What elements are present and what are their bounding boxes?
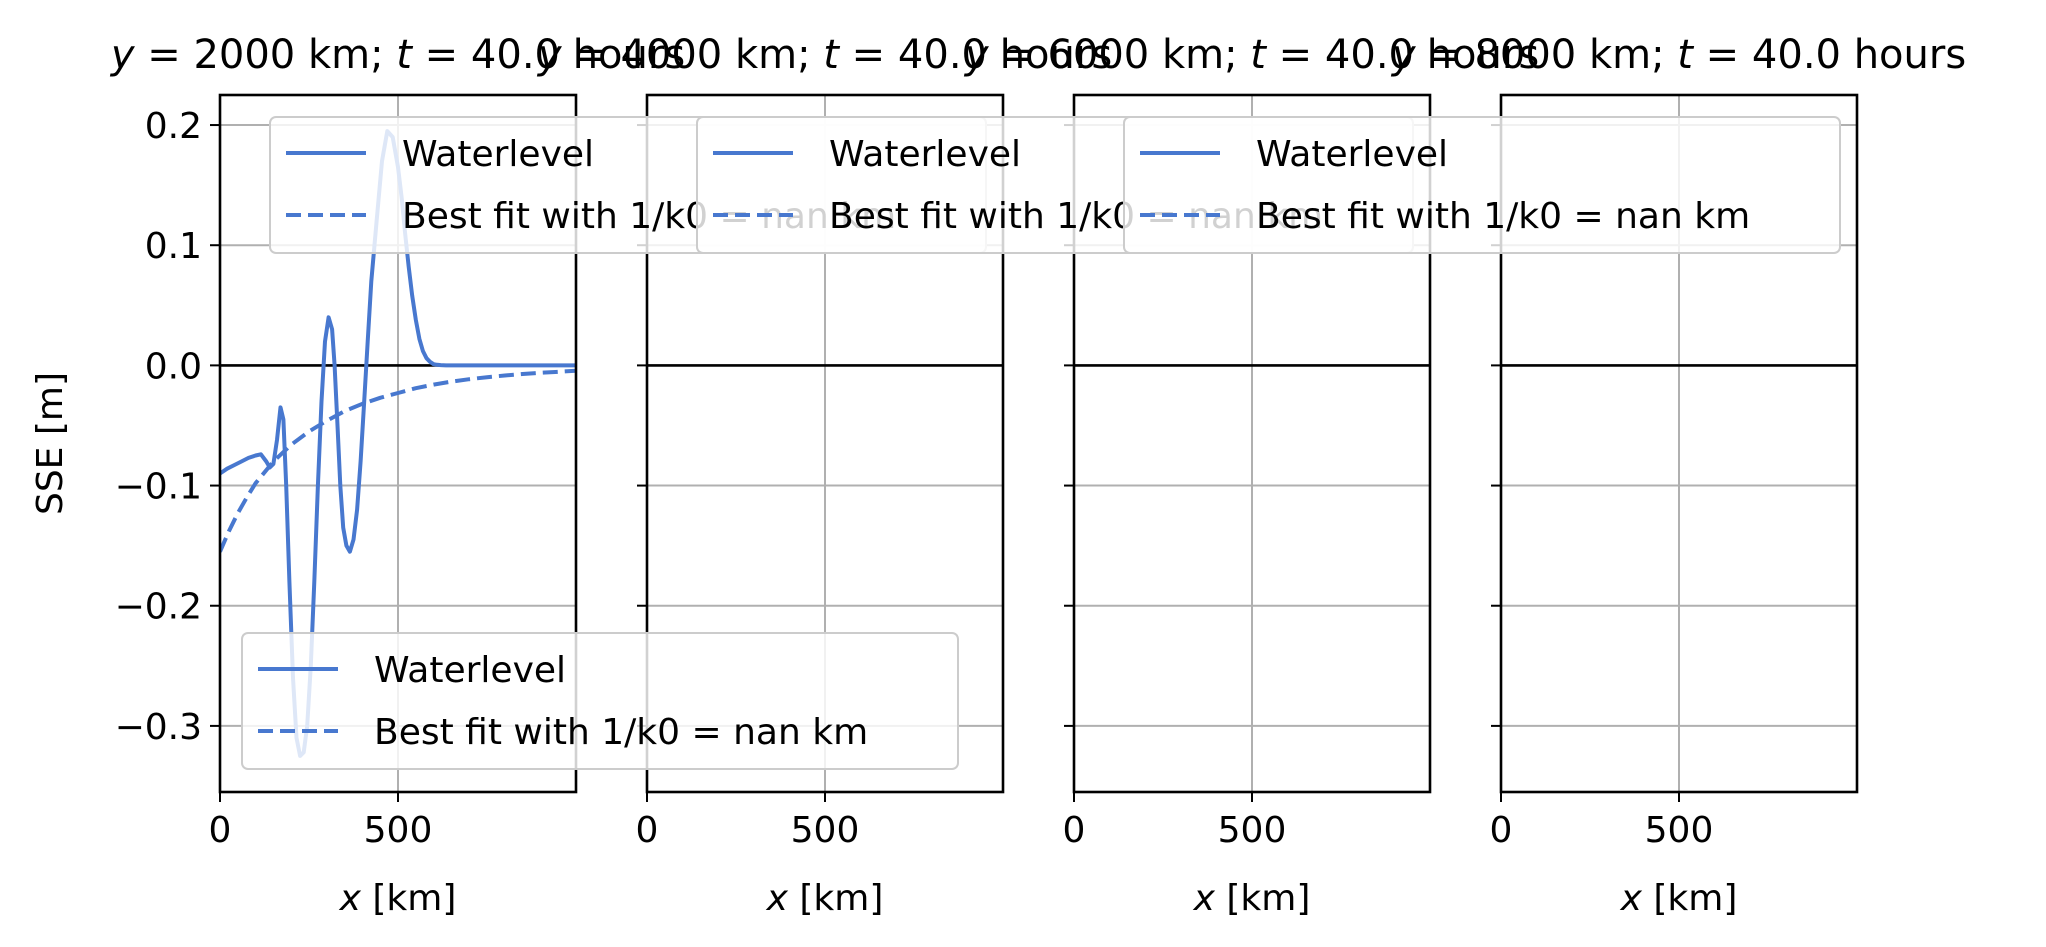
legend-label-part: km xyxy=(801,712,868,753)
x-axis-label: x [km] xyxy=(1193,878,1311,919)
y-tick-label: 0.2 xyxy=(145,106,202,147)
x-axis-label: x [km] xyxy=(1620,878,1738,919)
legend-label-part: nan xyxy=(733,712,801,753)
legend-box xyxy=(1123,116,1841,254)
x-axis-label-part: x xyxy=(1193,878,1216,919)
chart-title-part: t xyxy=(1250,32,1267,78)
x-tick-label: 500 xyxy=(1645,810,1714,851)
y-tick-label: 0.0 xyxy=(145,346,202,387)
chart-title-part: t xyxy=(1677,32,1694,78)
x-tick-label: 0 xyxy=(209,810,232,851)
series-line-waterlevel xyxy=(220,129,576,758)
chart-title-part: t xyxy=(823,32,840,78)
series-line-best-fit xyxy=(220,368,576,553)
x-axis-label-part: [km] xyxy=(788,878,883,919)
chart-title: y = 2000 km; t = 40.0 hours xyxy=(110,32,685,78)
y-tick-label: 0.1 xyxy=(145,226,202,267)
chart-title: y = 8000 km; t = 40.0 hours xyxy=(1391,32,1966,78)
y-tick-label: −0.2 xyxy=(115,587,202,628)
legend-label-part: 0 = xyxy=(1539,196,1615,237)
chart-title-part: y xyxy=(537,32,563,78)
x-tick-label: 0 xyxy=(1063,810,1086,851)
chart-title-part: = 8000 km; xyxy=(1416,32,1678,78)
legend-label: Waterlevel xyxy=(829,134,1021,175)
chart-title-part: = 40.0 hours xyxy=(1693,32,1966,78)
legend-label: Waterlevel xyxy=(402,134,594,175)
y-axis-label: SSE [m] xyxy=(30,372,71,515)
x-tick-label: 0 xyxy=(636,810,659,851)
x-tick-label: 500 xyxy=(1218,810,1287,851)
y-tick-label: −0.3 xyxy=(115,707,202,748)
chart-title-part: y xyxy=(1391,32,1417,78)
legend-label: Best fit with 1/k0 = nan km xyxy=(374,712,868,753)
legend-box xyxy=(241,632,959,770)
legend-lower-right: Waterlevel Best fit with 1/k0 = nan km xyxy=(241,632,959,770)
legend-label-part: k xyxy=(1091,196,1112,237)
chart-title-part: = 40.0 hours xyxy=(412,32,685,78)
legend-label-part: Best fit with 1/ xyxy=(1256,196,1519,237)
legend-label: Best fit with 1/k0 = nan km xyxy=(1256,196,1750,237)
legend-label-part: Best fit with 1/ xyxy=(829,196,1092,237)
chart-title: y = 4000 km; t = 40.0 hours xyxy=(537,32,1112,78)
x-axis-label-part: x xyxy=(1620,878,1643,919)
x-tick-label: 500 xyxy=(791,810,860,851)
chart-title-part: = 6000 km; xyxy=(989,32,1251,78)
legend-label-part: k xyxy=(1518,196,1539,237)
legend-upper-right: Waterlevel Best fit with 1/k0 = nan km xyxy=(1123,116,1841,254)
chart-title-part: t xyxy=(396,32,413,78)
x-axis-label-part: x xyxy=(339,878,362,919)
legend-label-part: k xyxy=(636,712,657,753)
legend-label-part: km xyxy=(1683,196,1750,237)
y-tick-label: −0.1 xyxy=(115,467,202,508)
legend-label-part: nan xyxy=(1615,196,1683,237)
legend-label: Waterlevel xyxy=(1256,134,1448,175)
x-axis-label-part: x xyxy=(766,878,789,919)
x-axis-label-part: [km] xyxy=(1215,878,1310,919)
x-axis-label: x [km] xyxy=(339,878,457,919)
chart-title-part: y xyxy=(110,32,136,78)
legend-label: Waterlevel xyxy=(374,650,566,691)
legend-label-part: 0 = xyxy=(657,712,733,753)
chart-panel-1: 0 500 −0.3 −0.2 −0.1 0.0 0.1 0.2 x [km] SSE [m] y … xyxy=(30,32,685,919)
x-axis-label: x [km] xyxy=(766,878,884,919)
chart-title-part: = 4000 km; xyxy=(562,32,824,78)
chart-title-part: = 2000 km; xyxy=(135,32,397,78)
legend-label-part: Best fit with 1/ xyxy=(374,712,637,753)
x-tick-label: 500 xyxy=(364,810,433,851)
chart-title-part: = 40.0 hours xyxy=(1266,32,1539,78)
chart-title-part: y xyxy=(964,32,990,78)
series-group xyxy=(220,129,576,758)
legend-label-part: k xyxy=(664,196,685,237)
x-axis-label-part: [km] xyxy=(1642,878,1737,919)
x-tick-label: 0 xyxy=(1490,810,1513,851)
chart-title-part: = 40.0 hours xyxy=(839,32,1112,78)
chart-title: y = 6000 km; t = 40.0 hours xyxy=(964,32,1539,78)
x-axis-label-part: [km] xyxy=(361,878,456,919)
legend-label-part: Best fit with 1/ xyxy=(402,196,665,237)
